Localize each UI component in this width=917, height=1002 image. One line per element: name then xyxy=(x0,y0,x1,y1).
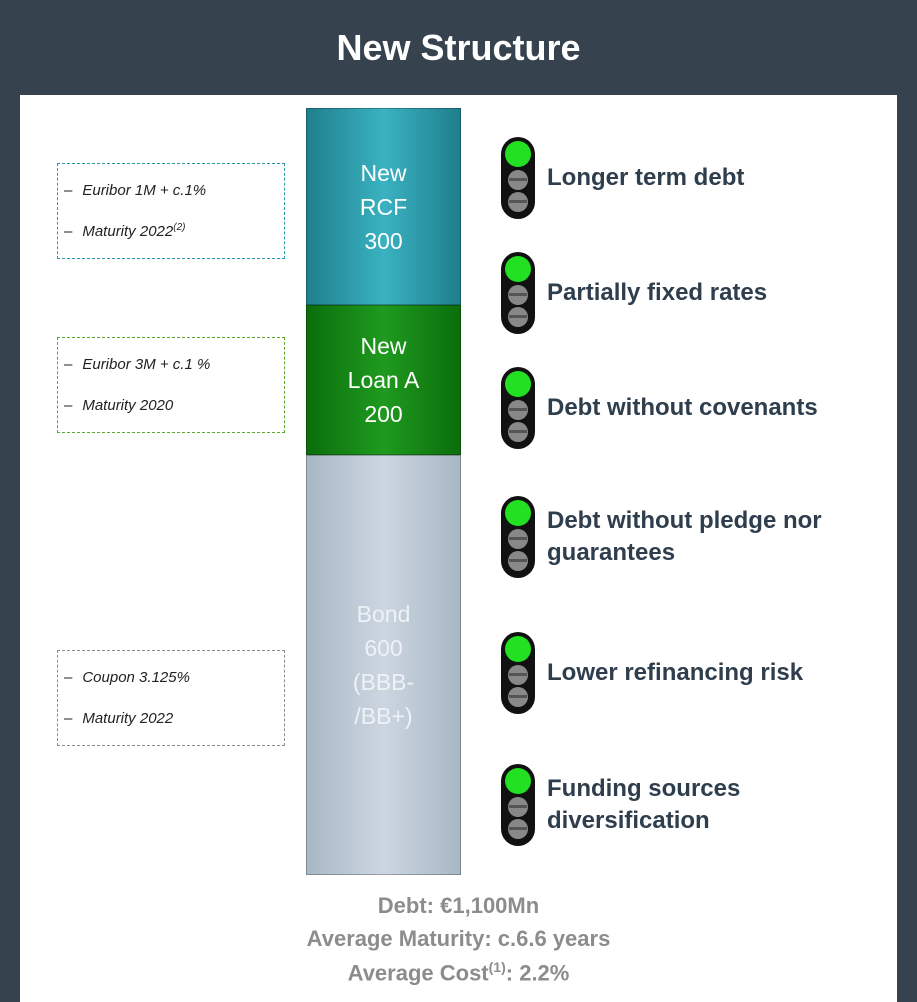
bullet: – xyxy=(64,397,73,414)
note-text: Maturity 2022 xyxy=(82,710,174,727)
block-label: Bond xyxy=(356,601,411,627)
cost-sup: (1) xyxy=(488,959,506,975)
traffic-light xyxy=(501,137,535,219)
benefit-text: Partially fixed rates xyxy=(547,279,768,306)
note-box: – Euribor 1M + c.1% – Maturity 2022(2) xyxy=(57,163,285,259)
traffic-light xyxy=(501,367,535,449)
debt-block: New RCF 300 xyxy=(306,108,461,305)
note-text: Maturity 2022 xyxy=(82,223,174,241)
note-text: Maturity 2020 xyxy=(82,397,174,414)
benefit-text: Debt without pledge nor guarantees xyxy=(547,507,822,566)
block-label: /BB+) xyxy=(354,703,413,729)
note-item: – Maturity 2022(2) xyxy=(64,222,284,240)
note-item: – Maturity 2022 xyxy=(64,710,284,727)
block-label: (BBB- xyxy=(352,669,415,695)
traffic-light xyxy=(501,252,535,334)
footer-debt: Debt: €1,100Mn xyxy=(377,893,540,918)
benefit-text: Funding sources diversification xyxy=(547,775,741,834)
block-label: Loan A xyxy=(347,367,420,393)
note-item: – Euribor 1M + c.1% xyxy=(64,182,284,199)
footer-maturity: Average Maturity: c.6.6 years xyxy=(306,926,611,951)
note-item: – Coupon 3.125% xyxy=(64,669,284,686)
benefit-text: Lower refinancing risk xyxy=(547,659,804,686)
note-sup: (2) xyxy=(173,222,186,234)
block-label: 300 xyxy=(364,227,403,254)
bullet: – xyxy=(64,669,73,686)
note-text: Euribor 3M + c.1 % xyxy=(82,356,211,373)
debt-block: Bond 600 (BBB- /BB+) xyxy=(306,455,461,875)
note-item: – Maturity 2020 xyxy=(64,397,284,414)
footer-cost: Average Cost(1): 2.2% xyxy=(0,959,917,986)
block-label: New xyxy=(360,333,407,359)
block-label: New xyxy=(360,159,407,186)
traffic-light xyxy=(501,496,535,578)
bullet: – xyxy=(64,356,73,373)
note-text: Coupon 3.125% xyxy=(82,669,190,686)
cost-label: Average Cost xyxy=(347,960,489,986)
block-label: 600 xyxy=(364,635,403,661)
note-text: Euribor 1M + c.1% xyxy=(82,181,207,199)
traffic-light xyxy=(501,764,535,846)
note-item: – Euribor 3M + c.1 % xyxy=(64,356,284,373)
block-label: 200 xyxy=(364,401,403,427)
bullet: – xyxy=(64,223,73,241)
benefit-text: Longer term debt xyxy=(547,164,745,191)
note-box: – Coupon 3.125% – Maturity 2022 xyxy=(57,650,285,746)
benefit-text: Debt without covenants xyxy=(547,394,818,421)
bullet: – xyxy=(64,710,73,727)
block-label: RCF xyxy=(359,193,408,220)
traffic-light xyxy=(501,632,535,714)
debt-block: New Loan A 200 xyxy=(306,305,461,455)
cost-value: : 2.2% xyxy=(505,960,570,986)
note-box: – Euribor 3M + c.1 % – Maturity 2020 xyxy=(57,337,285,433)
bullet: – xyxy=(64,181,73,199)
title: New Structure xyxy=(336,27,581,68)
